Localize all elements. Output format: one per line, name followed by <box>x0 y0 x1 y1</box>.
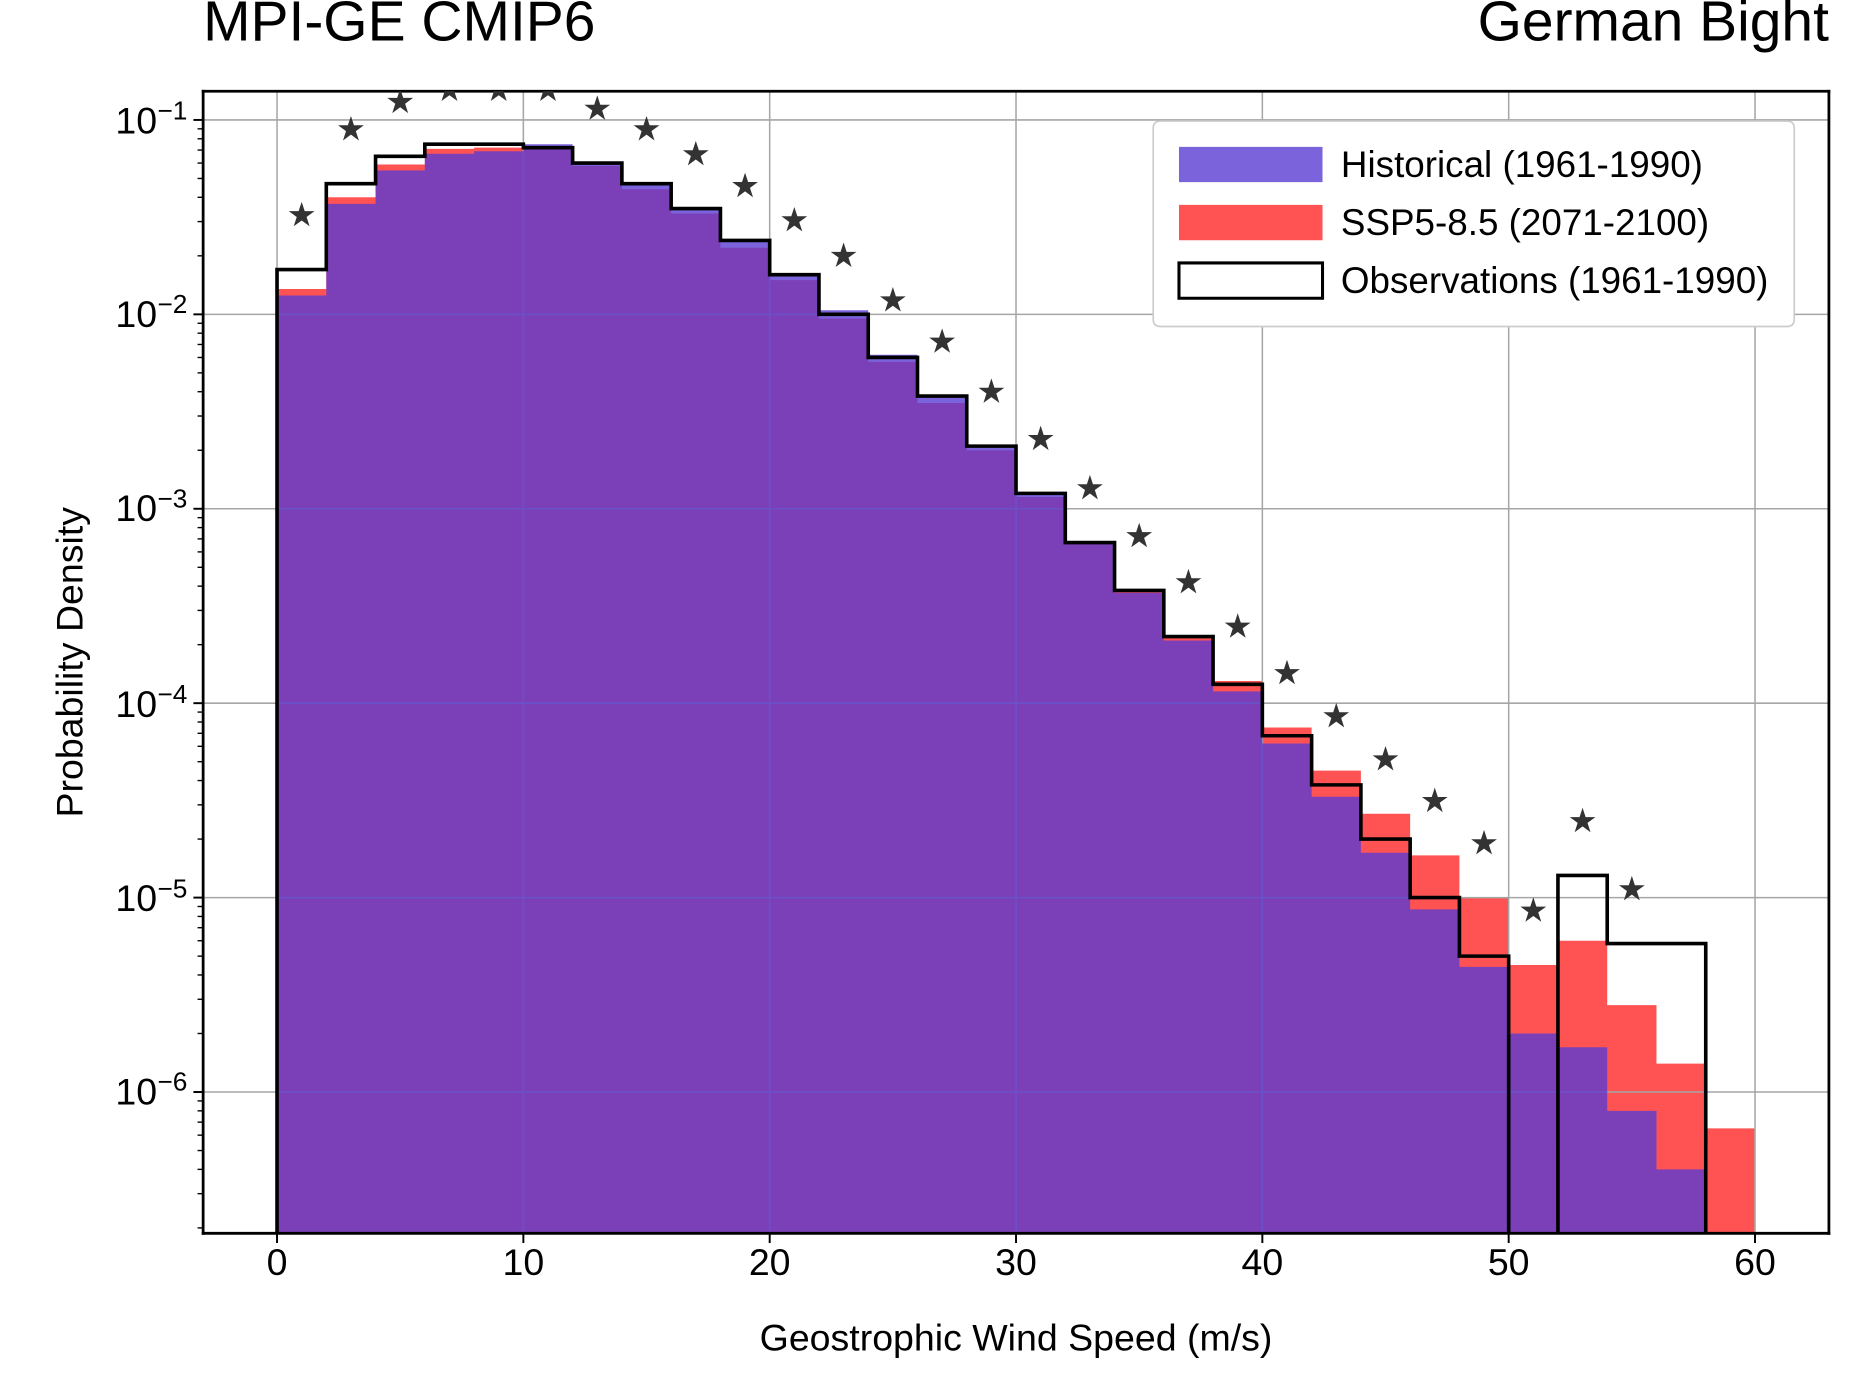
svg-text:Probability Density: Probability Density <box>49 507 91 818</box>
svg-text:10: 10 <box>503 1241 545 1283</box>
svg-text:Observations (1961-1990): Observations (1961-1990) <box>1341 260 1769 301</box>
svg-text:0: 0 <box>267 1241 288 1283</box>
svg-text:30: 30 <box>995 1241 1037 1283</box>
svg-text:20: 20 <box>749 1241 791 1283</box>
svg-text:Geostrophic Wind Speed (m/s): Geostrophic Wind Speed (m/s) <box>760 1316 1273 1358</box>
svg-text:40: 40 <box>1241 1241 1283 1283</box>
svg-text:50: 50 <box>1488 1241 1530 1283</box>
svg-text:German Bight: German Bight <box>1478 0 1829 54</box>
svg-text:60: 60 <box>1734 1241 1776 1283</box>
svg-text:SSP5-8.5 (2071-2100): SSP5-8.5 (2071-2100) <box>1341 202 1709 243</box>
svg-text:MPI-GE CMIP6: MPI-GE CMIP6 <box>203 0 595 54</box>
svg-text:Historical (1961-1990): Historical (1961-1990) <box>1341 144 1703 185</box>
